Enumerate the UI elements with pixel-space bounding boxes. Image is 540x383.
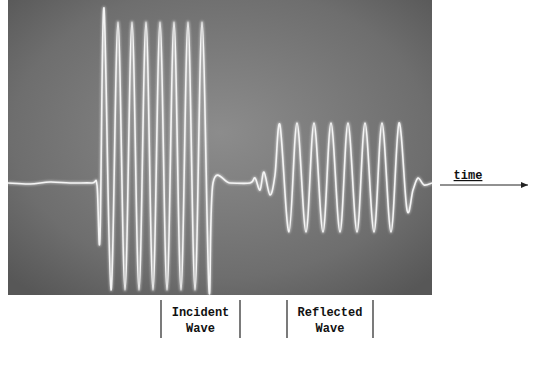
trace-glow: [8, 8, 432, 294]
plot-area: [8, 0, 432, 295]
time-arrowhead: [521, 182, 528, 188]
annotation: Incident: [172, 306, 230, 320]
bracket: [372, 300, 373, 338]
bracket: [160, 300, 161, 338]
page: time Incident Wave Reflected Wave: [0, 0, 540, 383]
annotation: Wave: [316, 322, 345, 336]
plot-group: [8, 8, 432, 294]
x-axis-label: time: [454, 169, 483, 183]
bracket: [239, 300, 240, 338]
annotation: Wave: [186, 322, 215, 336]
time-arrow: [440, 185, 528, 186]
chart: time Incident Wave Reflected Wave: [0, 0, 540, 383]
annotation: Reflected: [298, 306, 363, 320]
trace: [8, 8, 432, 294]
bracket: [286, 300, 287, 338]
